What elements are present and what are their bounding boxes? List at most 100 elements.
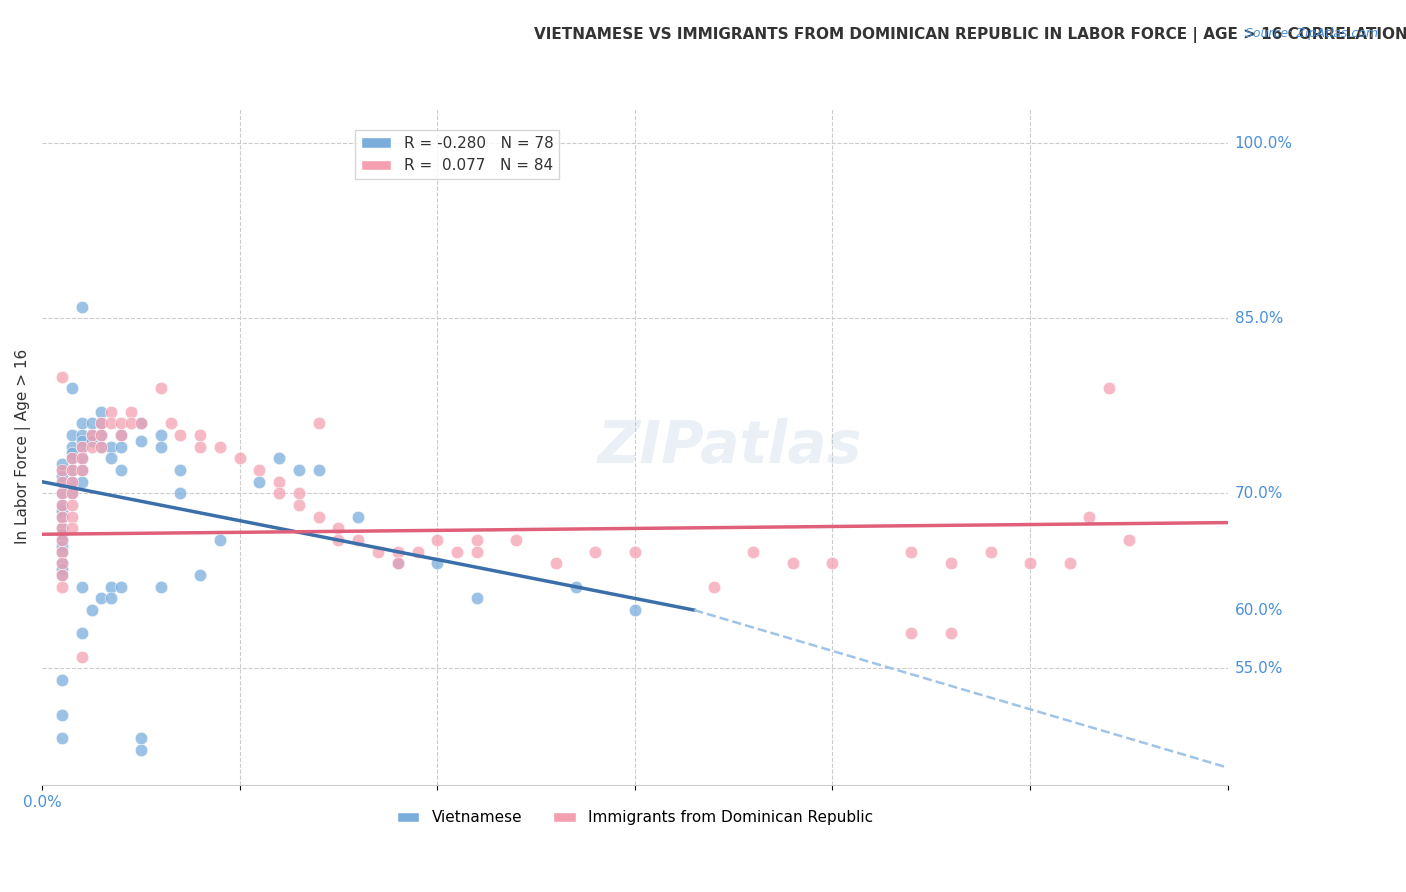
Point	[51, 545, 73, 559]
Point	[51, 369, 73, 384]
Point	[269, 451, 291, 466]
Point	[149, 440, 172, 454]
Point	[51, 498, 73, 512]
Point	[288, 486, 311, 500]
Point	[129, 743, 152, 757]
Point	[51, 486, 73, 500]
Text: ZIPatlas: ZIPatlas	[598, 418, 862, 475]
Point	[169, 428, 191, 442]
Point	[939, 557, 962, 571]
Text: 85.0%: 85.0%	[1234, 311, 1282, 326]
Point	[51, 463, 73, 477]
Point	[465, 591, 488, 606]
Point	[51, 708, 73, 723]
Point	[149, 428, 172, 442]
Point	[70, 463, 93, 477]
Point	[821, 557, 844, 571]
Point	[188, 428, 211, 442]
Point	[208, 440, 231, 454]
Point	[51, 463, 73, 477]
Point	[60, 509, 83, 524]
Point	[465, 533, 488, 547]
Point	[288, 463, 311, 477]
Point	[70, 417, 93, 431]
Point	[100, 591, 122, 606]
Point	[51, 580, 73, 594]
Point	[60, 498, 83, 512]
Point	[60, 451, 83, 466]
Text: 55.0%: 55.0%	[1234, 661, 1282, 676]
Point	[308, 509, 330, 524]
Legend: Vietnamese, Immigrants from Dominican Republic: Vietnamese, Immigrants from Dominican Re…	[391, 805, 879, 831]
Point	[703, 580, 725, 594]
Point	[70, 475, 93, 489]
Point	[782, 557, 804, 571]
Point	[51, 504, 73, 518]
Point	[60, 475, 83, 489]
Point	[51, 557, 73, 571]
Point	[939, 626, 962, 640]
Point	[110, 580, 132, 594]
Point	[328, 533, 350, 547]
Point	[159, 417, 181, 431]
Point	[90, 428, 112, 442]
Point	[51, 673, 73, 687]
Point	[1019, 557, 1042, 571]
Point	[269, 475, 291, 489]
Point	[51, 557, 73, 571]
Point	[624, 545, 647, 559]
Point	[1118, 533, 1140, 547]
Point	[51, 533, 73, 547]
Point	[51, 568, 73, 582]
Point	[624, 603, 647, 617]
Point	[51, 527, 73, 541]
Point	[900, 626, 922, 640]
Point	[387, 557, 409, 571]
Point	[90, 440, 112, 454]
Point	[583, 545, 606, 559]
Point	[1098, 381, 1121, 395]
Point	[446, 545, 468, 559]
Point	[249, 463, 271, 477]
Point	[51, 731, 73, 746]
Point	[51, 533, 73, 547]
Point	[60, 486, 83, 500]
Point	[367, 545, 389, 559]
Point	[169, 486, 191, 500]
Point	[188, 568, 211, 582]
Point	[80, 603, 103, 617]
Point	[110, 417, 132, 431]
Point	[51, 457, 73, 471]
Point	[110, 428, 132, 442]
Point	[51, 475, 73, 489]
Point	[60, 445, 83, 459]
Point	[51, 509, 73, 524]
Point	[980, 545, 1002, 559]
Point	[60, 451, 83, 466]
Point	[90, 405, 112, 419]
Point	[288, 498, 311, 512]
Point	[228, 451, 250, 466]
Text: 60.0%: 60.0%	[1234, 603, 1284, 617]
Point	[70, 451, 93, 466]
Point	[60, 463, 83, 477]
Point	[100, 405, 122, 419]
Point	[149, 381, 172, 395]
Point	[90, 417, 112, 431]
Point	[426, 533, 449, 547]
Point	[465, 545, 488, 559]
Point	[70, 440, 93, 454]
Point	[90, 428, 112, 442]
Point	[129, 434, 152, 448]
Point	[70, 463, 93, 477]
Point	[249, 475, 271, 489]
Point	[544, 557, 567, 571]
Point	[100, 580, 122, 594]
Point	[51, 486, 73, 500]
Point	[406, 545, 429, 559]
Point	[90, 440, 112, 454]
Point	[129, 731, 152, 746]
Point	[308, 417, 330, 431]
Point	[90, 591, 112, 606]
Text: Source: ZipAtlas.com: Source: ZipAtlas.com	[1244, 27, 1378, 40]
